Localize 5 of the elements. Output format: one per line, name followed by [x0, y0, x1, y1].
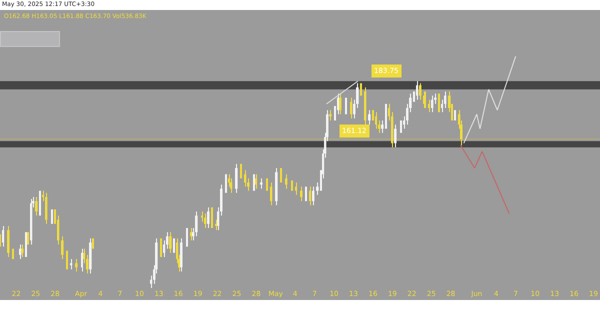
- candlestick: [92, 238, 94, 249]
- candlestick: [291, 180, 293, 191]
- candlestick: [454, 110, 456, 120]
- candlestick: [372, 110, 374, 120]
- candlestick: [12, 248, 14, 260]
